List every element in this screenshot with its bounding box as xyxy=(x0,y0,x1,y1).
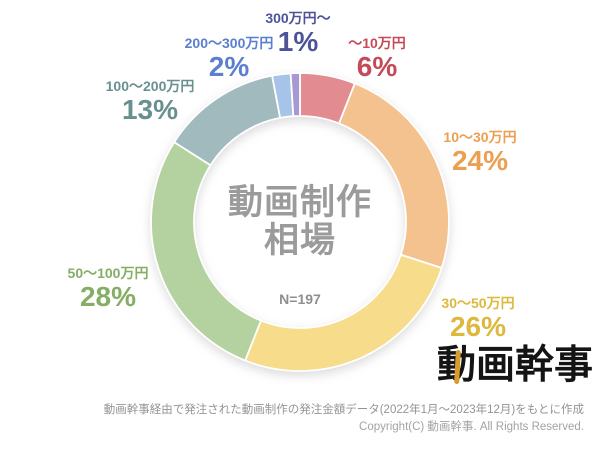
donut-segment-6 xyxy=(289,72,301,118)
source-note: 動画幹事経由で発注された動画制作の発注金額データ(2022年1月～2023年12… xyxy=(103,404,584,416)
chart-center-title: 動画制作 相場 xyxy=(228,184,372,260)
sample-size-note: N=197 xyxy=(279,291,321,307)
segment-callout-200-300: 200～300万円 2% xyxy=(184,35,274,83)
segment-range-label: 200～300万円 xyxy=(184,35,274,51)
segment-range-label: 300万円～ xyxy=(265,10,331,26)
footer-notes: 動画幹事経由で発注された動画制作の発注金額データ(2022年1月～2023年12… xyxy=(104,402,584,436)
segment-range-label: 100～200万円 xyxy=(105,78,195,94)
segment-callout-30-50: 30～50万円 26% xyxy=(441,295,515,343)
donut-segment-2 xyxy=(244,253,443,372)
segment-range-label: 30～50万円 xyxy=(441,295,515,311)
segment-range-label: 50～100万円 xyxy=(67,265,149,281)
segment-callout-100-200: 100～200万円 13% xyxy=(105,78,195,126)
segment-percent-label: 2% xyxy=(208,51,250,83)
brand-logo: 動画幹事 xyxy=(436,344,593,388)
segment-percent-label: 6% xyxy=(356,51,398,83)
segment-range-label: ～10万円 xyxy=(348,35,406,51)
segment-callout-10-30: 10～30万円 24% xyxy=(443,129,517,177)
donut-chart xyxy=(150,72,450,372)
chart-title-line2: 相場 xyxy=(263,221,337,260)
segment-percent-label: 28% xyxy=(79,281,137,313)
segment-percent-label: 13% xyxy=(121,94,179,126)
segment-percent-label: 26% xyxy=(449,311,507,343)
segment-percent-label: 1% xyxy=(277,26,319,58)
segment-callout-50-100: 50～100万円 28% xyxy=(67,265,149,313)
brand-logo-text: 動画幹事 xyxy=(436,344,593,387)
segment-percent-label: 24% xyxy=(451,145,509,177)
segment-range-label: 10～30万円 xyxy=(443,129,517,145)
segment-callout-under-10: ～10万円 6% xyxy=(348,35,406,83)
chart-title-line1: 動画制作 xyxy=(227,183,373,222)
copyright-note: Copyright(C) 動画幹事. All Rights Reserved. xyxy=(359,421,584,433)
segment-callout-over-300: 300万円～ 1% xyxy=(265,10,331,58)
